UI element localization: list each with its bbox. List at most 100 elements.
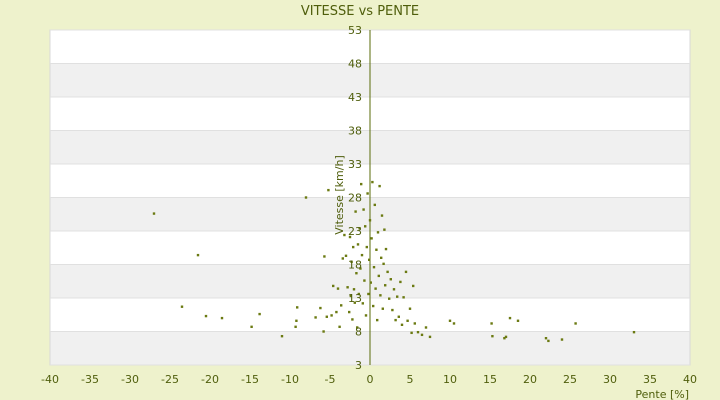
data-point <box>368 219 372 222</box>
data-point <box>574 322 577 325</box>
data-point <box>448 319 452 322</box>
data-point <box>332 284 335 288</box>
x-tick-label: 10 <box>443 373 457 386</box>
data-point <box>336 287 340 290</box>
data-point <box>365 245 368 249</box>
data-point <box>361 302 364 305</box>
data-point <box>348 310 351 314</box>
data-point <box>504 335 508 339</box>
data-point <box>220 316 224 320</box>
data-point <box>491 334 494 338</box>
data-point <box>384 284 387 287</box>
y-axis-label: Vitesse [km/h] <box>333 155 346 235</box>
data-point <box>413 322 416 325</box>
data-point <box>366 192 369 195</box>
x-tick-label: 40 <box>683 373 697 386</box>
data-point <box>376 318 379 322</box>
data-point <box>383 228 386 231</box>
data-point <box>364 314 368 317</box>
data-point <box>280 334 284 338</box>
data-point <box>294 325 297 329</box>
data-point <box>341 257 344 260</box>
data-point <box>363 279 366 282</box>
data-point <box>319 306 322 310</box>
y-tick-label: 8 <box>355 326 362 339</box>
data-point <box>382 262 385 266</box>
x-tick-label: -35 <box>81 373 99 386</box>
x-tick-label: -10 <box>281 373 299 386</box>
data-point <box>386 270 389 274</box>
data-point <box>391 308 394 312</box>
x-tick-label: -40 <box>41 373 59 386</box>
data-point <box>335 310 338 314</box>
data-point <box>381 307 384 310</box>
data-point <box>250 325 253 329</box>
data-point <box>397 315 400 318</box>
x-tick-labels: -40 -35 -30 -25 -20 -15 -10 -5 0 5 10 15 20 25 30 35 40 <box>41 373 697 386</box>
data-point <box>375 248 378 251</box>
y-tick-label: 33 <box>348 158 362 171</box>
data-point <box>402 296 405 299</box>
x-axis-label: Pente [%] <box>635 388 689 400</box>
data-point <box>351 318 354 321</box>
data-point <box>406 319 409 322</box>
data-point <box>356 326 359 329</box>
data-point <box>632 330 636 334</box>
data-point <box>314 316 317 319</box>
data-point <box>352 245 355 249</box>
data-point <box>378 184 381 188</box>
data-point <box>400 323 404 326</box>
x-tick-label: 5 <box>407 373 414 386</box>
data-point <box>358 227 361 230</box>
data-point <box>364 225 367 228</box>
data-point <box>547 339 550 343</box>
data-point <box>389 278 392 281</box>
y-tick-label: 43 <box>348 91 362 104</box>
x-tick-label: 25 <box>563 373 577 386</box>
x-tick-label: 0 <box>367 373 374 386</box>
y-tick-label: 28 <box>348 192 362 205</box>
data-point <box>377 274 380 278</box>
data-point <box>357 292 360 296</box>
data-point <box>371 180 374 184</box>
x-tick-label: -30 <box>121 373 139 386</box>
data-point <box>152 212 156 215</box>
data-point <box>380 214 384 217</box>
data-point <box>354 210 357 213</box>
data-point <box>420 333 424 337</box>
data-point <box>352 288 356 291</box>
data-point <box>350 260 353 264</box>
data-point <box>384 247 388 251</box>
data-point <box>490 322 493 325</box>
y-tick-label: 13 <box>348 292 362 305</box>
data-point <box>370 237 373 240</box>
data-point <box>348 235 352 239</box>
data-point <box>373 203 376 207</box>
data-point <box>349 294 352 298</box>
data-point <box>416 330 420 334</box>
x-tick-label: 35 <box>643 373 657 386</box>
data-point <box>396 295 399 298</box>
data-point <box>258 312 261 316</box>
y-tick-label: 48 <box>348 58 362 71</box>
data-point <box>560 338 564 341</box>
y-tick-label: 3 <box>355 359 362 372</box>
data-point <box>325 315 328 318</box>
data-point <box>346 286 349 289</box>
data-point <box>296 306 299 309</box>
data-point <box>503 337 506 340</box>
data-point <box>404 270 408 274</box>
data-point <box>388 297 391 300</box>
data-point <box>360 182 363 186</box>
data-point <box>394 318 397 322</box>
data-point <box>452 322 456 325</box>
data-point <box>355 272 358 275</box>
data-point <box>372 304 375 308</box>
data-point <box>399 280 402 284</box>
data-point <box>379 294 382 297</box>
data-point <box>359 267 362 270</box>
y-tick-label: 38 <box>348 125 362 138</box>
data-point <box>376 231 380 234</box>
data-point <box>295 319 298 322</box>
